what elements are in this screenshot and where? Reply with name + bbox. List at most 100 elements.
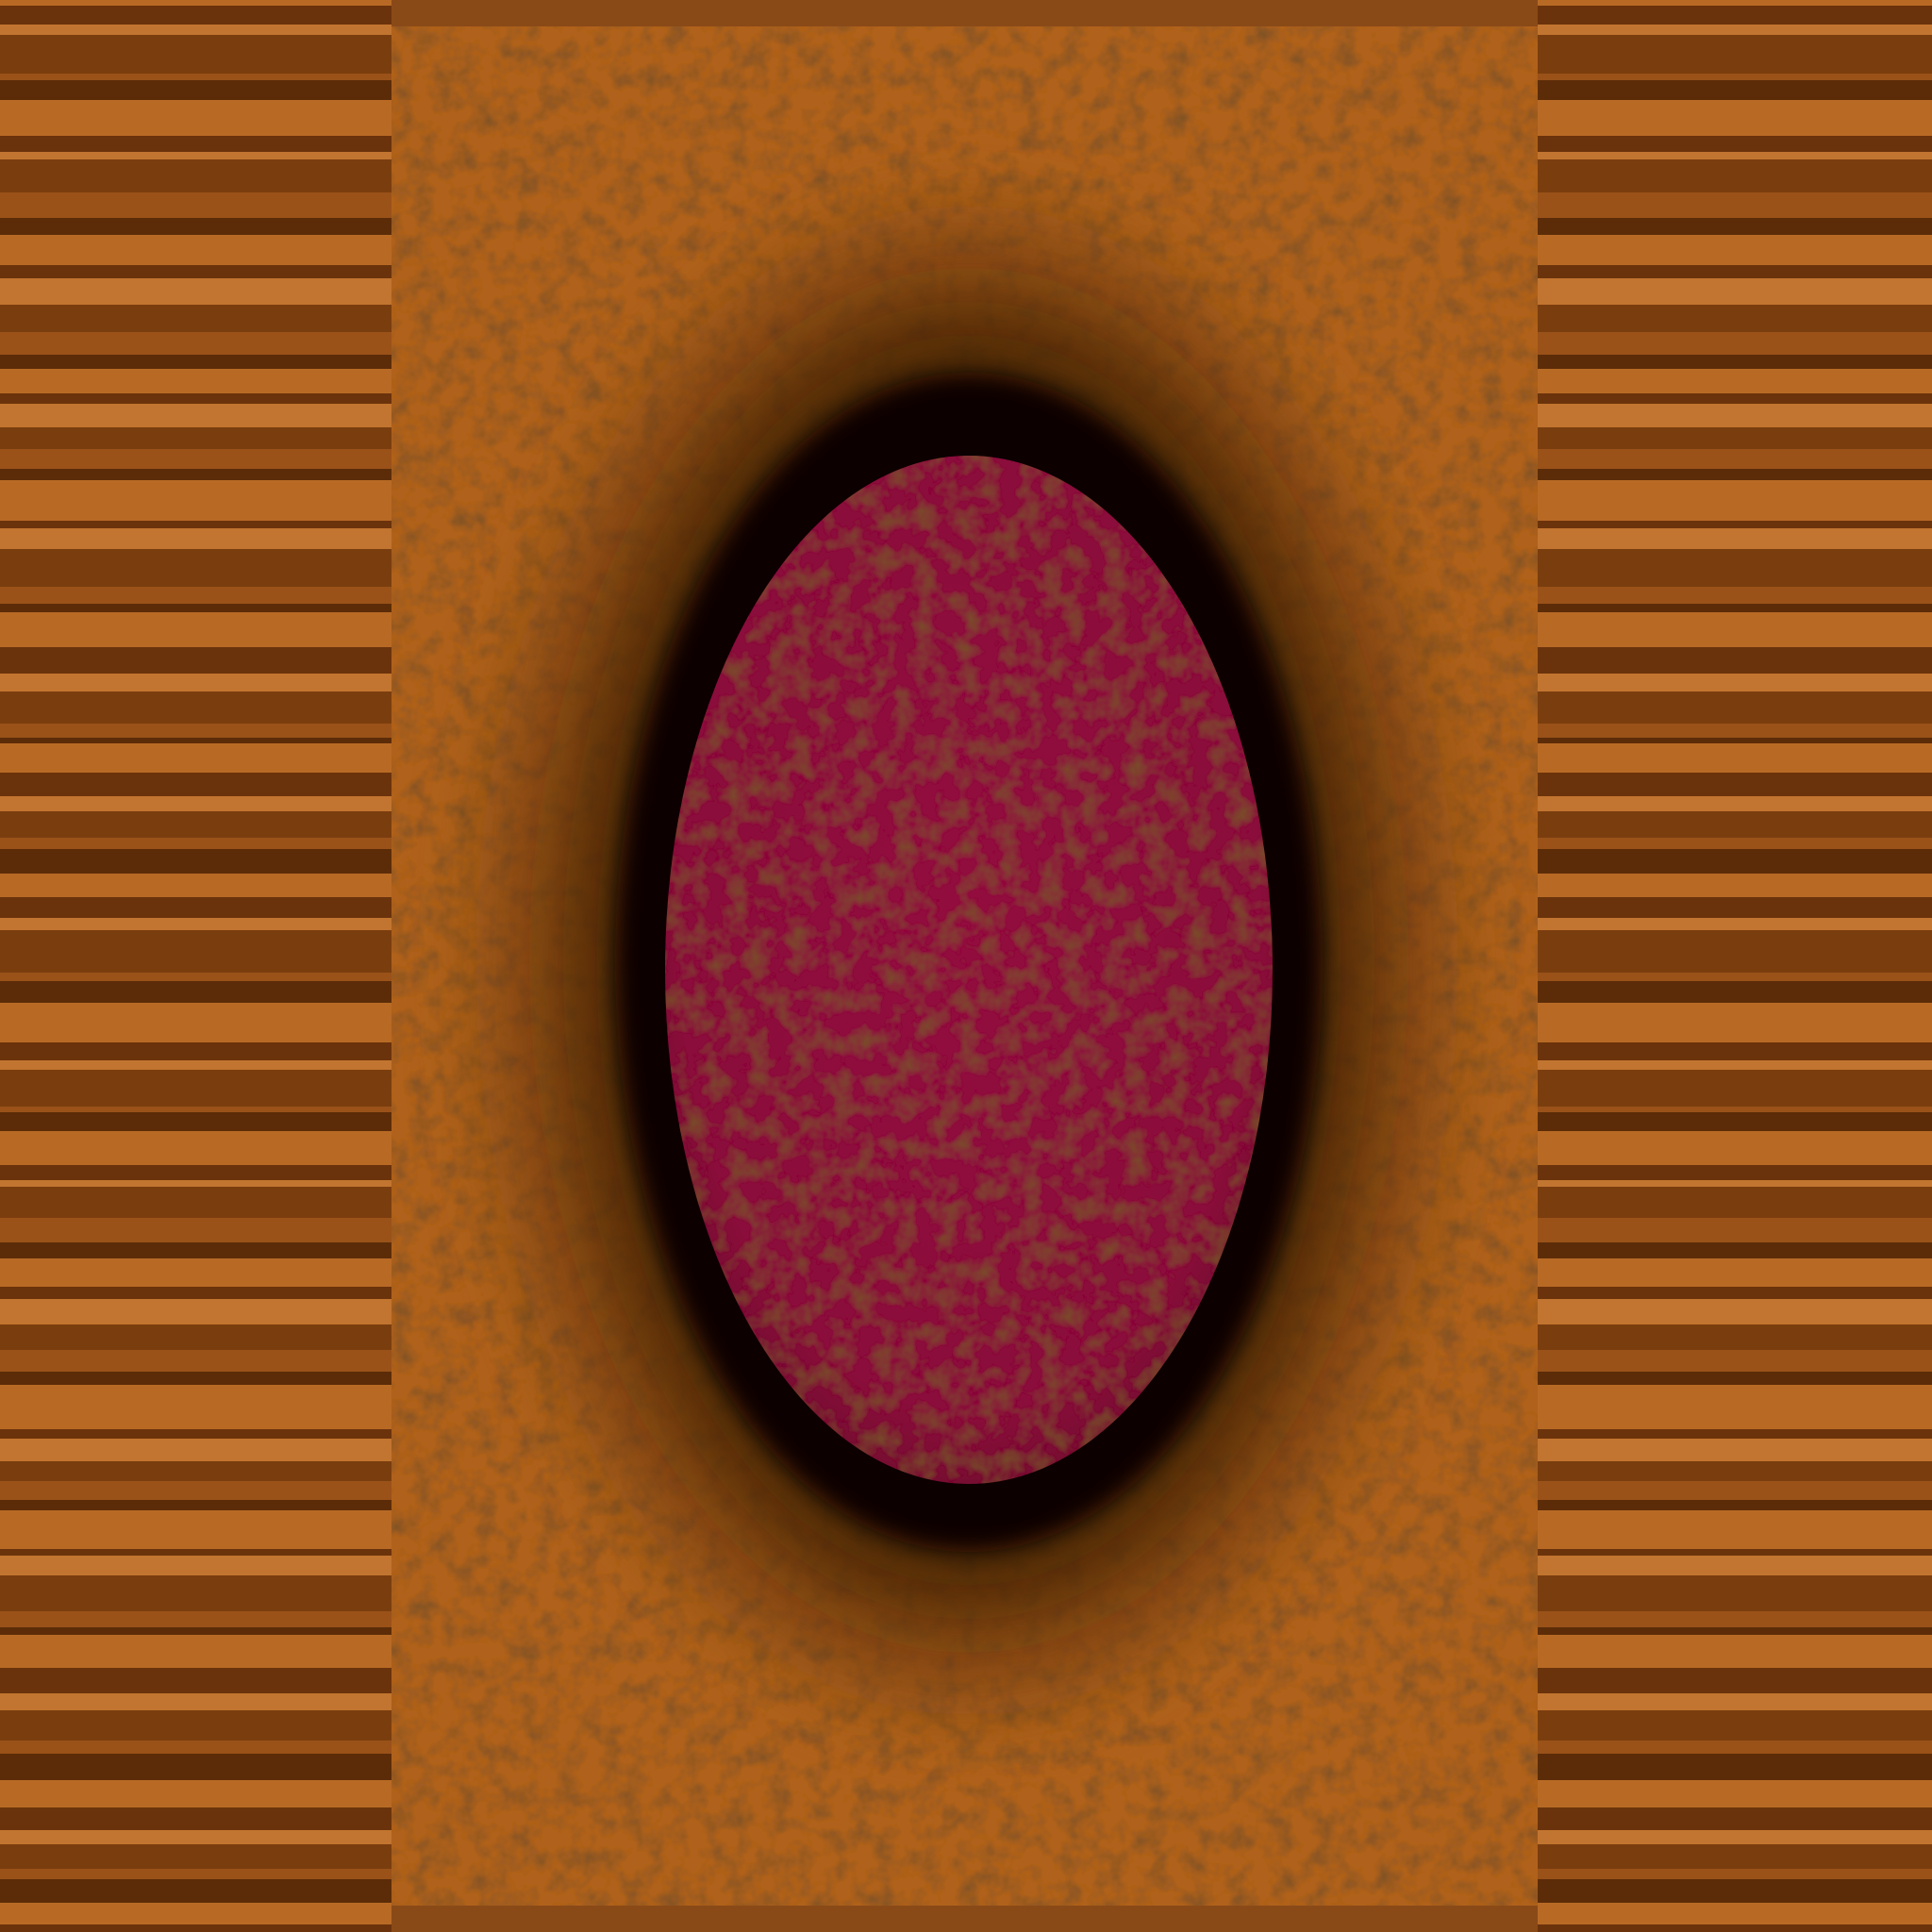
background-stripe [0,1556,391,1576]
background-stripe [0,1693,391,1711]
background-stripe [0,1475,391,1482]
background-stripe [0,1575,391,1588]
gem-oval [665,456,1273,1484]
background-stripe [0,521,391,529]
background-stripe [1538,1266,1932,1288]
striped-background-left [0,0,391,1932]
background-stripe [0,1207,391,1219]
background-stripe [0,1016,391,1043]
background-stripe [0,1668,391,1694]
background-stripe [1538,1918,1932,1925]
background-stripe [0,1656,391,1669]
background-stripe [1538,773,1932,797]
background-stripe [0,505,391,522]
background-stripe [1538,612,1932,635]
background-stripe [1538,136,1932,153]
background-stripe [1538,549,1932,562]
background-stripe [0,1350,391,1373]
background-stripe [0,323,391,333]
background-stripe [0,1510,391,1535]
background-stripe [1538,738,1932,744]
background-stripe [1538,355,1932,370]
background-stripe [1538,1635,1932,1657]
card-back[interactable] [391,26,1538,1906]
background-stripe [0,1869,391,1880]
background-stripe [0,369,391,375]
background-stripe [1538,604,1932,613]
background-stripe [1538,25,1932,36]
background-stripe [0,956,391,974]
background-stripe [0,1385,391,1412]
background-stripe [1538,449,1932,470]
background-stripe [0,100,391,112]
background-stripe [0,1740,391,1755]
background-stripe [1538,442,1932,450]
background-stripe [1538,1534,1932,1550]
background-stripe [1538,1549,1932,1557]
background-stripe [1538,1131,1932,1142]
background-stripe [1538,1042,1932,1061]
background-stripe [1538,1070,1932,1093]
background-stripe [0,1719,391,1741]
background-stripe [0,469,391,481]
background-stripe [1538,956,1932,974]
background-stripe [1538,701,1932,724]
background-stripe [1538,1656,1932,1669]
background-stripe [1538,1611,1932,1628]
background-stripe [0,1042,391,1061]
background-stripe [0,724,391,739]
background-stripe [1538,1798,1932,1808]
background-stripe [1538,1830,1932,1845]
background-stripe [0,1754,391,1781]
background-stripe [0,930,391,957]
background-stripe [0,890,391,898]
background-stripe [0,332,391,356]
background-stripe [0,1372,391,1386]
background-stripe [1538,724,1932,739]
background-stripe [1538,6,1932,25]
background-stripe [1538,1693,1932,1711]
background-stripe [0,1635,391,1657]
background-stripe [1538,58,1932,75]
background-stripe [1538,369,1932,375]
background-stripe [0,874,391,891]
background-stripe [1538,111,1932,137]
background-stripe [0,1112,391,1132]
background-stripe [0,1141,391,1166]
background-stripe [1538,1475,1932,1482]
background-stripe [0,235,391,244]
background-stripe [0,1611,391,1628]
background-stripe [0,701,391,724]
background-stripe [0,80,391,101]
background-stripe [1538,1556,1932,1576]
background-stripe [1538,505,1932,522]
background-stripe [0,1341,391,1351]
background-stripe [0,1710,391,1720]
background-stripe [0,549,391,562]
background-stripe [0,838,391,850]
background-stripe [1538,235,1932,244]
background-stripe [0,0,391,7]
background-stripe [1538,1924,1932,1932]
background-stripe [0,1324,391,1342]
background-stripe [0,1411,391,1430]
background-stripe [1538,1879,1932,1904]
background-stripe [1538,1165,1932,1181]
background-stripe [1538,1385,1932,1412]
background-stripe [0,612,391,635]
background-stripe [1538,152,1932,160]
background-stripe [1538,1218,1932,1243]
background-stripe [0,738,391,744]
striped-background-right [1538,0,1932,1932]
background-stripe [1538,973,1932,982]
background-stripe [0,35,391,59]
background-stripe [0,1830,391,1845]
background-stripe [0,1266,391,1288]
background-stripe [1538,1411,1932,1430]
background-stripe [0,375,391,394]
background-stripe [1538,890,1932,898]
background-stripe [1538,838,1932,850]
background-stripe [1538,1112,1932,1132]
background-stripe [1538,1844,1932,1851]
background-stripe [1538,74,1932,81]
